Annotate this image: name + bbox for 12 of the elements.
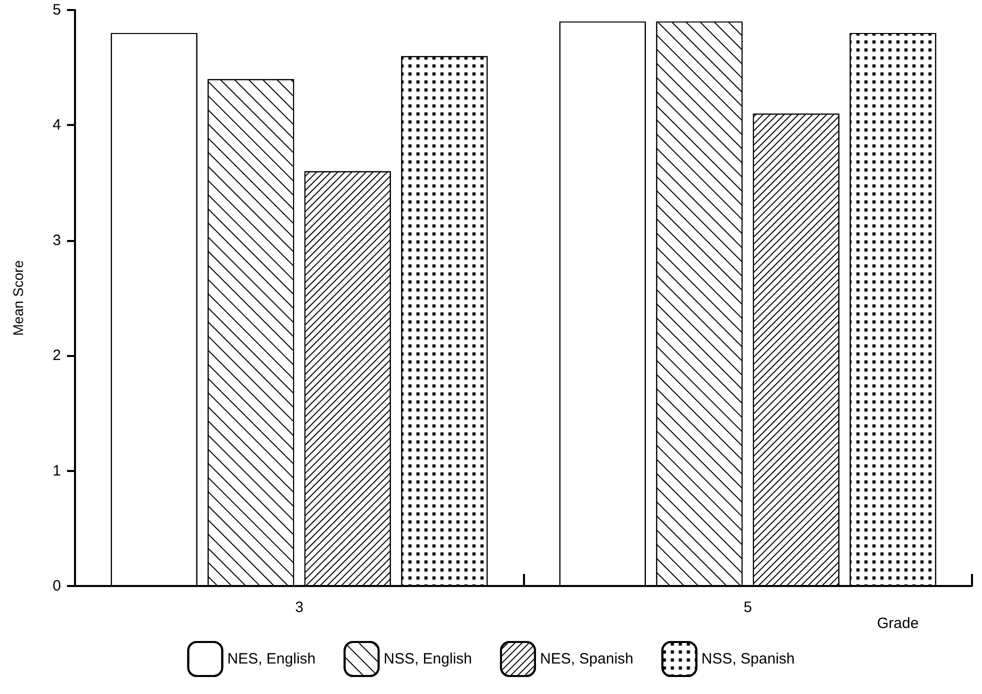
y-tick-label: 5 bbox=[52, 2, 61, 18]
y-tick-label: 3 bbox=[52, 232, 61, 249]
y-tick-label: 2 bbox=[52, 347, 61, 364]
legend-label: NSS, English bbox=[384, 650, 472, 668]
legend-label: NES, English bbox=[227, 650, 316, 668]
y-tick-label: 0 bbox=[52, 578, 61, 594]
y-axis-title: Mean Score bbox=[10, 260, 26, 336]
legend-label: NES, Spanish bbox=[540, 650, 634, 668]
y-tick-label: 1 bbox=[52, 462, 61, 480]
x-axis-title: Grade bbox=[877, 615, 919, 632]
legend-label: NSS, Spanish bbox=[701, 650, 795, 668]
y-tick-label: 4 bbox=[52, 116, 61, 134]
